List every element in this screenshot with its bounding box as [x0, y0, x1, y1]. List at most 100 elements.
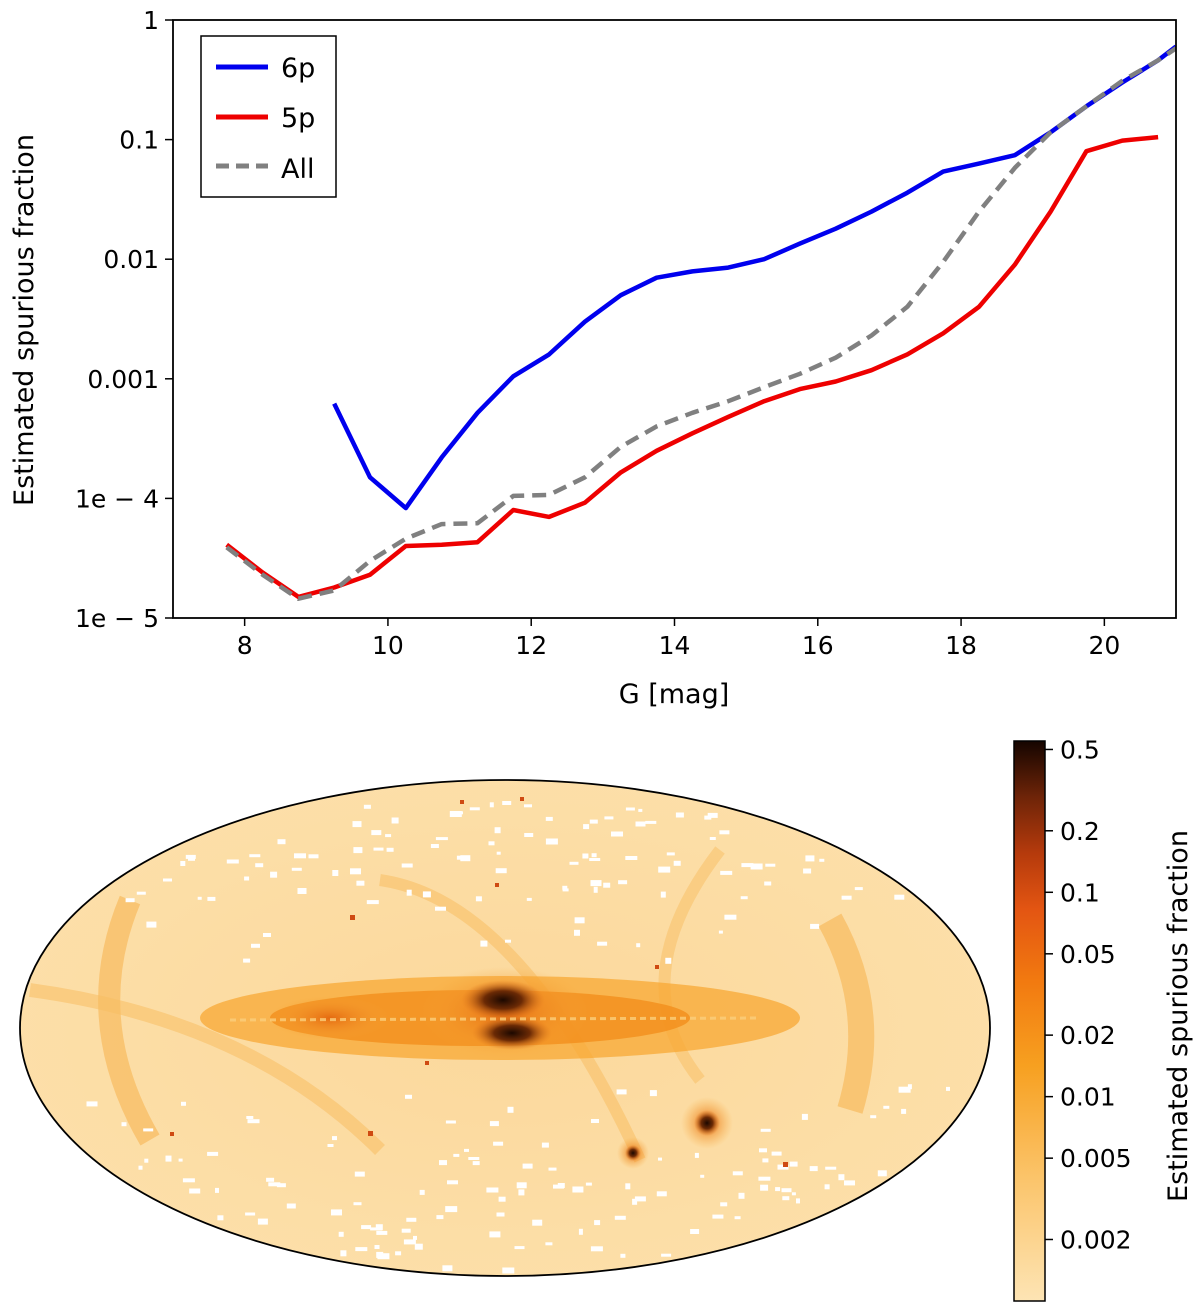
plot-area [173, 20, 1176, 618]
empty-pixel [493, 1141, 504, 1146]
cluster-pixel [520, 797, 524, 801]
x-tick-label: 12 [515, 631, 547, 660]
empty-pixel [146, 921, 157, 928]
empty-pixel [545, 838, 558, 845]
empty-pixel [403, 1239, 416, 1245]
empty-pixel [197, 896, 202, 900]
empty-pixel [557, 1183, 565, 1188]
colorbar-tick-label: 0.05 [1060, 940, 1116, 969]
empty-pixel [582, 853, 589, 859]
colorbar: 0.5 0.2 0.1 0.05 0.02 0.01 0.005 0.002 Estimate… [1013, 735, 1194, 1302]
empty-pixel [718, 930, 723, 934]
empty-pixel [439, 1160, 447, 1166]
empty-pixel [263, 933, 271, 937]
empty-pixel [268, 1182, 281, 1187]
empty-pixel [178, 1158, 183, 1162]
empty-pixel [694, 1152, 699, 1158]
empty-pixel [486, 1187, 499, 1193]
y-tick-label: 0.01 [103, 245, 159, 274]
empty-pixel [625, 856, 638, 860]
galactic-band-left [270, 996, 390, 1040]
empty-pixel [724, 914, 737, 920]
empty-pixel [356, 880, 365, 886]
empty-pixel [825, 1166, 837, 1170]
empty-pixel [719, 830, 730, 835]
empty-pixel [353, 847, 363, 854]
empty-pixel [734, 1216, 741, 1220]
y-axis: 1e − 5 1e − 4 0.001 0.01 0.1 1 [75, 6, 173, 633]
empty-pixel [376, 1251, 384, 1258]
empty-pixel [475, 896, 482, 902]
cluster-pixel [170, 1132, 174, 1136]
empty-pixel [583, 824, 590, 830]
empty-pixel [489, 1121, 499, 1127]
empty-pixel [354, 1171, 365, 1177]
empty-pixel [789, 1161, 798, 1167]
smc-core [625, 1145, 641, 1161]
empty-pixel [518, 1189, 525, 1196]
scan-arc-left [98, 895, 160, 1146]
empty-pixel [355, 1247, 368, 1252]
empty-pixel [143, 1128, 154, 1132]
empty-pixel [247, 1119, 260, 1124]
cluster-pixel [350, 915, 355, 920]
empty-pixel [188, 855, 195, 861]
series-line-5p [225, 134, 1159, 600]
empty-pixel [413, 1235, 417, 1240]
scan-arc-right [818, 913, 875, 1114]
empty-pixel [636, 943, 641, 948]
empty-pixel [618, 880, 628, 885]
empty-pixel [635, 821, 646, 827]
empty-pixel [435, 837, 448, 841]
empty-pixel [585, 1182, 592, 1186]
empty-pixel [363, 804, 371, 809]
empty-pixel [401, 863, 413, 868]
empty-pixel [401, 1228, 411, 1233]
sky-map-panel [19, 779, 991, 1277]
empty-pixel [805, 855, 815, 862]
cluster-pixel [460, 800, 464, 804]
empty-pixel [844, 1180, 855, 1186]
empty-pixel [422, 891, 431, 898]
empty-pixel [494, 827, 501, 834]
empty-pixel [395, 1251, 402, 1256]
empty-pixel [189, 1188, 201, 1194]
empty-pixel [675, 812, 684, 818]
empty-pixel [732, 1171, 743, 1176]
cluster-pixel [495, 883, 499, 887]
empty-pixel [611, 831, 623, 837]
empty-pixel [414, 1243, 423, 1250]
empty-pixel [353, 1202, 362, 1206]
empty-pixel [502, 1267, 515, 1274]
empty-pixel [819, 858, 825, 862]
empty-pixel [469, 807, 480, 811]
empty-pixel [620, 1253, 626, 1258]
colorbar-tick-label: 0.2 [1060, 817, 1100, 846]
empty-pixel [435, 906, 446, 911]
empty-pixel [245, 1212, 256, 1216]
empty-pixel [121, 1122, 127, 1127]
empty-pixel [505, 939, 511, 943]
empty-pixel [764, 881, 772, 886]
empty-pixel [625, 1183, 631, 1190]
empty-pixel [255, 863, 264, 868]
empty-pixel [445, 1120, 456, 1124]
empty-pixel [574, 917, 585, 924]
empty-pixel [625, 807, 635, 811]
empty-pixel [406, 889, 412, 896]
empty-pixel [700, 1174, 705, 1178]
empty-pixel [854, 887, 863, 891]
empty-pixel [777, 1164, 789, 1170]
x-tick-label: 8 [237, 631, 253, 660]
empty-pixel [338, 1231, 344, 1237]
bulge-core-upper [461, 980, 545, 1020]
galactic-midplane [229, 1016, 761, 1022]
empty-pixel [524, 804, 532, 808]
empty-pixel [366, 900, 379, 905]
empty-pixel [377, 1253, 390, 1260]
empty-pixel [516, 1182, 527, 1189]
empty-pixel [562, 885, 568, 890]
empty-pixel [451, 811, 463, 815]
empty-pixel [291, 867, 302, 871]
empty-pixel [591, 1119, 599, 1123]
